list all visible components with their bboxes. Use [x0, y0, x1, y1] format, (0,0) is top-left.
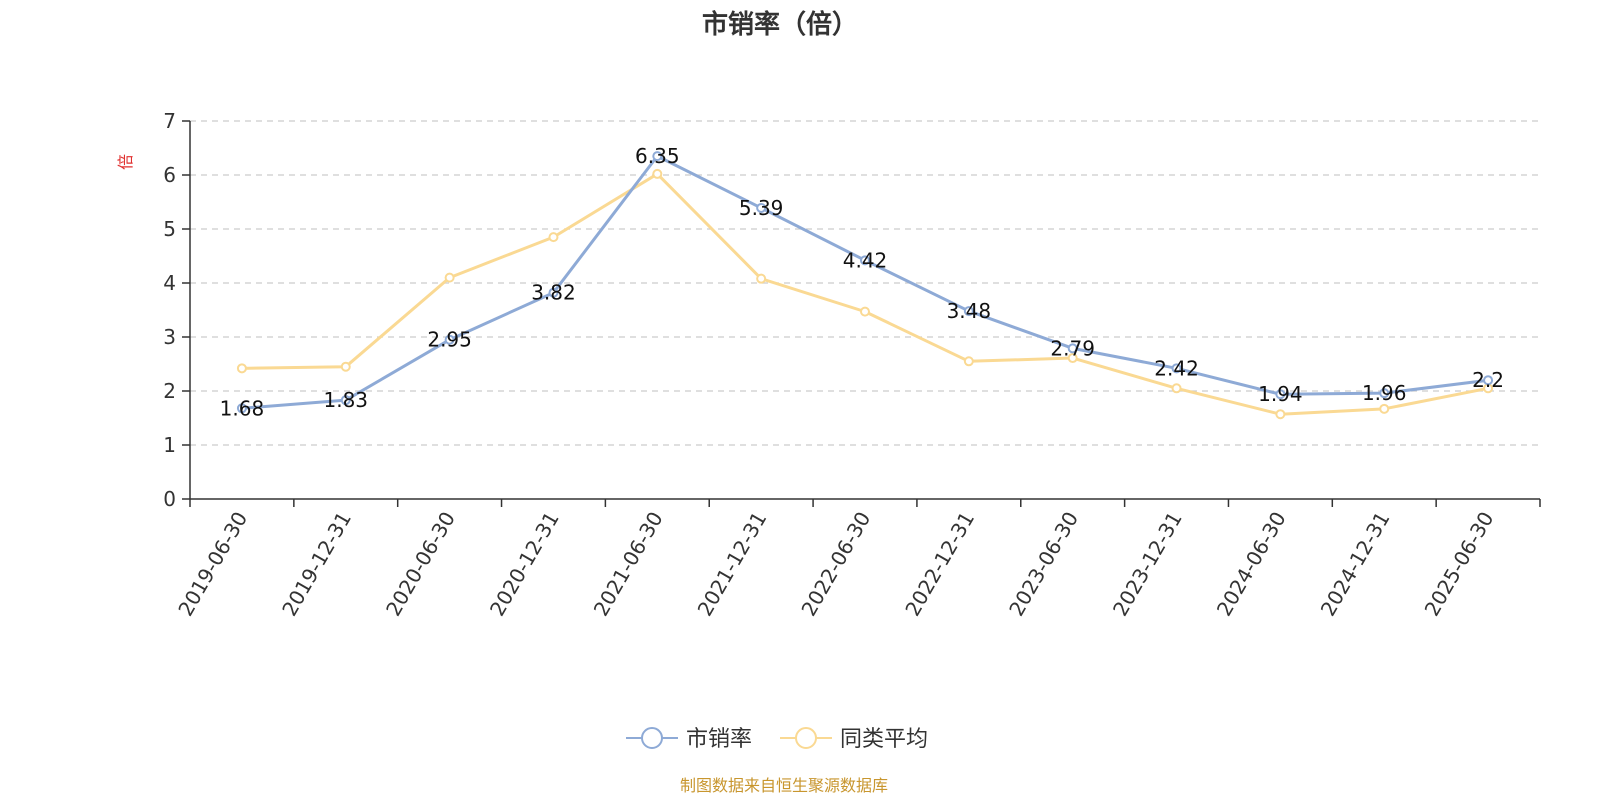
- data-label: 6.35: [635, 144, 680, 168]
- legend-item[interactable]: 同类平均: [780, 727, 928, 752]
- data-point[interactable]: [444, 272, 455, 283]
- data-point[interactable]: [548, 232, 559, 243]
- legend-label: 市销率: [686, 727, 752, 752]
- y-tick-label: 0: [163, 487, 176, 511]
- data-point[interactable]: [1483, 375, 1494, 386]
- data-label: 1.94: [1258, 382, 1303, 406]
- data-label: 2.42: [1154, 356, 1199, 380]
- y-tick-label: 6: [163, 163, 176, 187]
- series-1: [236, 168, 1494, 420]
- x-tick-label: 2019-06-30: [173, 508, 252, 621]
- x-tick-label: 2021-06-30: [589, 508, 668, 621]
- data-point[interactable]: [1275, 409, 1286, 420]
- data-point[interactable]: [860, 306, 870, 317]
- data-point[interactable]: [1275, 389, 1286, 400]
- data-point[interactable]: [1067, 353, 1078, 364]
- data-label: 2.79: [1050, 336, 1095, 360]
- data-point[interactable]: [963, 356, 974, 367]
- series-layer: [236, 151, 1494, 420]
- y-tick-label: 3: [163, 325, 176, 349]
- data-point[interactable]: [1067, 343, 1078, 354]
- y-tick-label: 1: [163, 433, 176, 457]
- y-tick-label: 5: [163, 217, 176, 241]
- data-label: 3.48: [947, 299, 992, 323]
- data-point[interactable]: [963, 306, 974, 317]
- series-0: [236, 151, 1494, 414]
- legend-marker-icon: [795, 727, 817, 749]
- legend-item[interactable]: 市销率: [626, 727, 752, 752]
- y-tick-label: 4: [163, 271, 176, 295]
- data-label: 2.2: [1472, 368, 1504, 392]
- data-label: 3.82: [531, 281, 576, 305]
- legend-label: 同类平均: [840, 727, 928, 752]
- data-label: 1.96: [1362, 381, 1407, 405]
- series-line: [241, 154, 1489, 410]
- x-tick-label: 2024-06-30: [1212, 508, 1291, 621]
- legend-marker-icon: [641, 727, 663, 749]
- y-axis-label: 倍: [116, 154, 135, 170]
- data-point[interactable]: [340, 395, 351, 406]
- y-ticks: 0 1 2 3 4 5 6 7: [163, 109, 190, 511]
- grid-lines: [190, 120, 1540, 446]
- x-tick-label: 2023-06-30: [1004, 508, 1083, 621]
- data-label: 2.95: [427, 328, 472, 352]
- data-label: 1.83: [324, 388, 369, 412]
- x-tick-label: 2021-12-31: [693, 508, 772, 621]
- data-point[interactable]: [340, 361, 351, 372]
- data-label: 5.39: [739, 196, 784, 220]
- data-point[interactable]: [1171, 383, 1182, 394]
- data-point[interactable]: [756, 202, 767, 213]
- axes: [189, 121, 1540, 500]
- y-tick-label: 7: [163, 109, 176, 133]
- data-point[interactable]: [756, 273, 767, 284]
- x-tick-label: 2020-06-30: [381, 507, 460, 620]
- x-tick-label: 2023-12-31: [1108, 508, 1187, 621]
- data-point[interactable]: [236, 363, 247, 374]
- data-point[interactable]: [548, 287, 559, 298]
- legend[interactable]: 市销率 同类平均: [626, 727, 928, 752]
- data-labels: 1.68 1.83 2.95 3.82 6.35 5.39 4.42 3.48 2.79 2.42…: [220, 144, 1504, 420]
- data-point[interactable]: [1379, 403, 1390, 414]
- x-tick-label: 2020-12-31: [485, 508, 564, 621]
- data-point[interactable]: [860, 255, 870, 266]
- series-line: [241, 172, 1489, 416]
- x-tick-label: 2024-12-31: [1316, 508, 1395, 621]
- data-label: 4.42: [843, 248, 888, 272]
- x-tick-label: 2022-06-30: [796, 508, 875, 621]
- chart-title: 市销率（倍）: [702, 9, 858, 40]
- data-point[interactable]: [1171, 363, 1182, 374]
- x-ticks: 2019-06-30 2019-12-31 2020-06-30 2020-12-31…: [173, 499, 1541, 621]
- data-point[interactable]: [444, 334, 455, 345]
- y-tick-label: 2: [163, 379, 176, 403]
- data-point[interactable]: [652, 168, 663, 179]
- data-point[interactable]: [236, 403, 247, 414]
- source-note: 制图数据来自恒生聚源数据库: [680, 776, 888, 795]
- x-tick-label: 2019-12-31: [277, 508, 356, 621]
- data-point[interactable]: [1379, 388, 1390, 399]
- data-label: 1.68: [220, 396, 265, 420]
- x-tick-label: 2022-12-31: [900, 508, 979, 621]
- data-point[interactable]: [652, 151, 663, 162]
- x-tick-label: 2025-06-30: [1420, 508, 1499, 621]
